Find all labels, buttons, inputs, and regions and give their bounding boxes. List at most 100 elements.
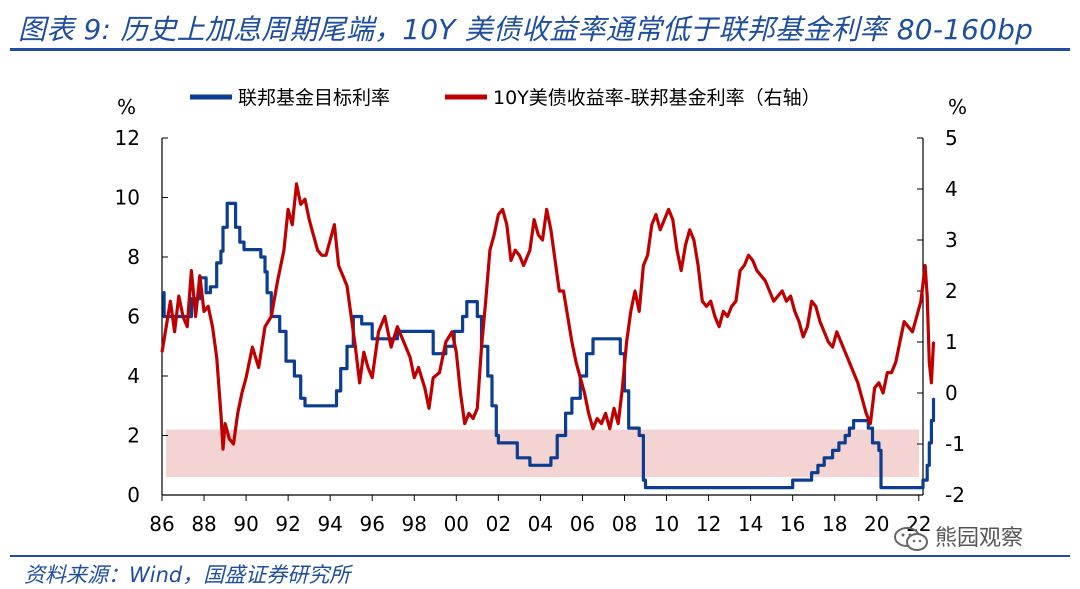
spread-point <box>493 234 495 236</box>
fed-rate-point <box>487 375 489 377</box>
spread-point <box>815 305 817 308</box>
x-tick-label: 86 <box>149 512 174 536</box>
right-tick-label: 3 <box>945 228 958 252</box>
spread-point <box>182 315 184 318</box>
spread-point <box>899 341 901 343</box>
spread-point <box>545 208 548 211</box>
spread-point <box>295 183 298 185</box>
spread-point <box>251 346 254 348</box>
source-note: 资料来源：Wind，国盛证券研究所 <box>24 563 351 587</box>
spread-point <box>735 300 737 302</box>
spread-point <box>617 422 619 425</box>
spread-point <box>342 274 344 277</box>
spread-point <box>730 305 733 308</box>
spread-point <box>459 392 462 394</box>
legend: 联邦基金目标利率 10Y美债收益率-联邦基金利率（右轴） <box>190 87 821 109</box>
spread-point <box>506 223 508 226</box>
fed-rate-point <box>299 397 302 400</box>
spread-point <box>836 331 838 333</box>
spread-point <box>684 244 687 246</box>
fed-rate-point <box>163 315 165 318</box>
spread-point <box>739 269 741 272</box>
spread-point <box>316 249 319 251</box>
spread-point <box>264 325 266 328</box>
spread-point <box>438 371 441 374</box>
fed-rate-point <box>844 434 846 437</box>
fed-rate-point <box>915 486 918 489</box>
fed-rate-point <box>623 390 626 392</box>
right-tick-label: 2 <box>945 279 958 303</box>
spread-point <box>299 203 302 206</box>
spread-point <box>550 229 552 231</box>
spread-point <box>428 407 430 410</box>
spread-point <box>747 254 750 257</box>
left-tick-label: 6 <box>127 305 140 329</box>
fed-rate-point <box>789 486 792 489</box>
spread-point <box>346 285 348 287</box>
fed-rate-point <box>339 367 342 370</box>
x-tick-label: 98 <box>402 512 427 536</box>
fed-rate-point <box>278 330 281 333</box>
spread-point <box>768 290 771 292</box>
fed-rate-point <box>930 419 933 422</box>
spread-point <box>384 315 386 318</box>
x-tick-label: 00 <box>444 512 469 536</box>
spread-point <box>772 300 775 302</box>
fed-rate-point <box>642 479 645 481</box>
spread-point <box>236 412 239 415</box>
spread-point <box>403 341 405 343</box>
spread-point <box>257 366 260 369</box>
title-divider <box>10 48 1070 51</box>
spread-point <box>451 331 453 333</box>
fed-rate-point <box>239 241 241 243</box>
spread-point <box>701 300 704 302</box>
fed-rate-point <box>867 427 870 429</box>
x-tick-label: 06 <box>570 512 595 536</box>
spread-point <box>672 218 674 221</box>
spread-point <box>930 382 933 384</box>
spread-point <box>211 325 214 328</box>
spread-point <box>886 371 889 374</box>
spread-point <box>283 249 285 251</box>
spread-point <box>751 259 754 262</box>
spread-point <box>680 269 682 272</box>
fed-rate-point <box>360 323 363 325</box>
spread-point <box>371 376 374 379</box>
spread-point <box>245 376 247 379</box>
spread-point <box>915 315 918 318</box>
spread-point <box>518 254 521 257</box>
fed-rate-point <box>234 226 237 229</box>
fed-rate-point <box>476 315 479 318</box>
spread-point <box>529 249 531 251</box>
fed-rate-point <box>529 464 531 467</box>
spread-point <box>676 249 678 251</box>
chart-title: 图表 9: 历史上加息周期尾端，10Y 美债收益率通常低于联邦基金利率 80-1… <box>18 13 1034 46</box>
fed-rate-point <box>205 291 207 294</box>
x-tick-label: 02 <box>486 512 511 536</box>
spread-point <box>522 264 525 267</box>
legend-label-fed: 联邦基金目标利率 <box>238 87 390 109</box>
fed-rate-point <box>352 315 355 318</box>
spread-point <box>468 412 470 415</box>
spread-point <box>920 300 922 302</box>
spread-point <box>390 346 392 348</box>
spread-point <box>857 382 859 384</box>
fed-rate-point <box>371 338 374 340</box>
spread-point <box>377 331 380 333</box>
spread-point <box>325 254 327 257</box>
spread-point <box>903 320 905 323</box>
spread-point <box>882 392 884 394</box>
highlight-band <box>166 429 919 478</box>
spread-point <box>354 346 357 348</box>
fed-rate-point <box>335 390 338 392</box>
spread-point <box>367 366 369 369</box>
fed-rate-point <box>428 330 430 333</box>
spread-point <box>484 300 487 302</box>
spread-point <box>852 371 855 374</box>
spread-point <box>558 290 561 292</box>
x-tick-label: 18 <box>822 512 847 536</box>
spread-point <box>455 351 458 354</box>
spread-point <box>554 259 556 262</box>
x-tick-label: 20 <box>864 512 889 536</box>
